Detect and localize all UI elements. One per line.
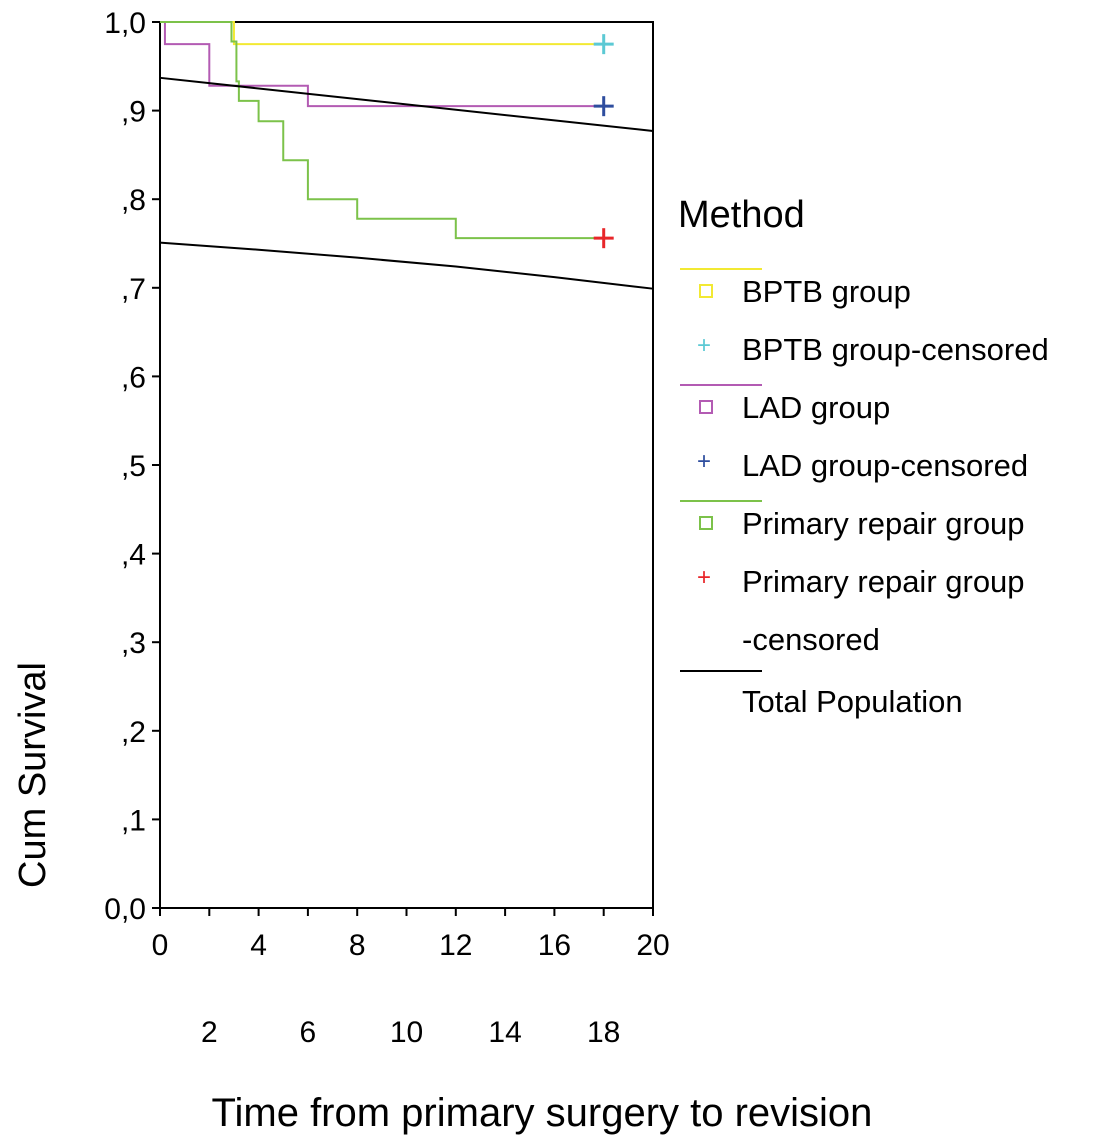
legend-items: BPTB group + BPTB group-censored LAD group +… xyxy=(678,254,1098,740)
x-tick-label: 2 xyxy=(201,1016,218,1049)
y-axis-label: Cum Survival xyxy=(12,662,54,888)
x-tick-label: 14 xyxy=(488,1016,521,1049)
x-tick-label: 12 xyxy=(439,929,472,962)
legend-line-swatch xyxy=(680,268,762,270)
legend-square-marker xyxy=(699,284,713,298)
y-tick-label: ,3 xyxy=(121,627,146,660)
primary-repair-group-censor-mark xyxy=(593,228,614,249)
legend-plus-marker: + xyxy=(696,448,711,475)
y-tick-label: ,9 xyxy=(121,96,146,129)
legend-label: LAD group xyxy=(742,390,891,425)
y-tick-label: ,5 xyxy=(121,450,146,483)
legend: Method BPTB group + BPTB group-censored LAD… xyxy=(678,188,1098,740)
tick-labels: 0,0 ,1 ,2 ,3 ,4 ,5 ,6 ,7 ,8 ,9 1,0 0 4 8 12 16 20 2 6 10 14 1… xyxy=(104,7,669,1049)
total-population-line-2 xyxy=(159,241,654,290)
legend-item-censored: + LAD group-censored xyxy=(678,428,1098,486)
x-tick-label: 16 xyxy=(538,929,571,962)
bptb-group-curve xyxy=(160,21,604,46)
x-tick-label: 20 xyxy=(636,929,669,962)
y-tick-label: ,8 xyxy=(121,184,146,217)
lad-group-curve xyxy=(160,21,604,108)
total-population-line-1 xyxy=(159,76,654,132)
legend-item-censored: + BPTB group-censored xyxy=(678,312,1098,370)
legend-item: Primary repair group xyxy=(678,486,1098,544)
primary-repair-group-curve xyxy=(160,21,604,240)
legend-plus-marker: + xyxy=(696,564,711,591)
x-tick-label: 6 xyxy=(300,1016,317,1049)
y-tick-label: ,1 xyxy=(121,804,146,837)
legend-label: BPTB group-censored xyxy=(742,332,1049,367)
legend-line-swatch xyxy=(680,384,762,386)
y-tick-label: ,2 xyxy=(121,716,146,749)
legend-line-swatch xyxy=(680,670,762,672)
legend-item: BPTB group xyxy=(678,254,1098,312)
x-axis-label: Time from primary surgery to revision xyxy=(212,1091,873,1135)
legend-label: Total Population xyxy=(742,684,963,719)
survival-curves xyxy=(159,21,654,290)
legend-label: LAD group-censored xyxy=(742,448,1029,483)
y-tick-label: ,4 xyxy=(121,539,146,572)
legend-label: -censored xyxy=(742,622,880,657)
legend-square-marker xyxy=(699,400,713,414)
legend-label: Primary repair group xyxy=(742,506,1025,541)
y-tick-label: 1,0 xyxy=(104,7,146,40)
plot-frame xyxy=(159,21,654,909)
x-tick-label: 10 xyxy=(390,1016,423,1049)
legend-title: Method xyxy=(678,194,805,236)
legend-item-censored: + Primary repair group -censored xyxy=(678,544,1098,660)
legend-item-total: Total Population xyxy=(678,660,1098,740)
y-tick-label: 0,0 xyxy=(104,893,146,926)
x-tick-label: 0 xyxy=(152,929,169,962)
y-tick-label: ,7 xyxy=(121,273,146,306)
legend-plus-marker: + xyxy=(696,332,711,359)
y-tick-label: ,6 xyxy=(121,361,146,394)
legend-label: BPTB group xyxy=(742,274,911,309)
x-tick-label: 18 xyxy=(587,1016,620,1049)
lad-group-censor-mark xyxy=(593,96,614,117)
bptb-group-censor-mark xyxy=(593,34,614,55)
legend-line-swatch xyxy=(680,500,762,502)
x-tick-label: 8 xyxy=(349,929,366,962)
legend-label: Primary repair group xyxy=(742,564,1025,599)
x-tick-label: 4 xyxy=(250,929,267,962)
axes xyxy=(152,21,654,916)
legend-square-marker xyxy=(699,516,713,530)
legend-item: LAD group xyxy=(678,370,1098,428)
